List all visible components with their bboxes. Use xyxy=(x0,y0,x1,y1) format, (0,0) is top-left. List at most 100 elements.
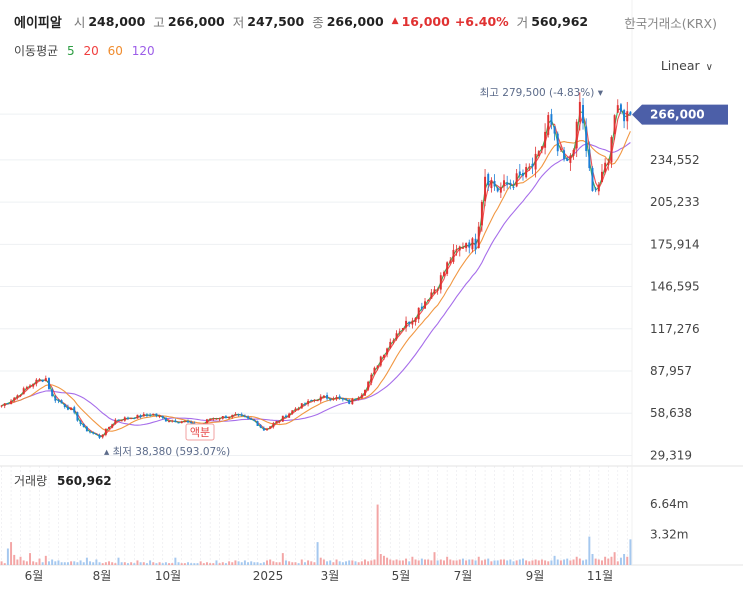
volume-bar xyxy=(518,559,521,565)
volume-bar xyxy=(582,560,584,565)
candle-body xyxy=(401,328,404,330)
candle-body xyxy=(443,272,445,276)
volume-bar xyxy=(629,539,632,565)
volume-bar xyxy=(155,563,158,565)
candle-body xyxy=(275,421,278,424)
candle-body xyxy=(550,114,553,125)
candle-body xyxy=(351,398,354,405)
volume-bar xyxy=(79,560,82,565)
volume-bar xyxy=(190,563,193,565)
candle-body xyxy=(528,166,531,168)
volume-bar xyxy=(578,558,581,565)
candle-body xyxy=(582,104,584,124)
volume-bar xyxy=(332,562,335,565)
volume-bar xyxy=(528,561,531,565)
candle-body xyxy=(247,416,250,419)
ma-20-label[interactable]: 20 xyxy=(83,44,99,58)
volume-bar xyxy=(149,560,152,565)
ma-5-label[interactable]: 5 xyxy=(67,44,75,58)
volume-bar xyxy=(285,560,287,565)
volume-bar xyxy=(275,562,278,565)
candle-body xyxy=(506,182,509,185)
volume-bar xyxy=(111,562,114,565)
split-badge-label: 액분 xyxy=(190,426,210,439)
volume-bar xyxy=(243,560,246,565)
candle-body xyxy=(310,400,313,402)
candle-body xyxy=(111,424,114,428)
volume-bar xyxy=(436,560,439,565)
candle-body xyxy=(57,399,60,401)
volume-bar xyxy=(76,562,79,565)
candle-body xyxy=(215,418,218,420)
candle-body xyxy=(76,412,79,421)
time-tick-label: 5월 xyxy=(392,569,411,583)
candle-body xyxy=(133,418,136,420)
candle-body xyxy=(168,421,171,423)
volume-bar xyxy=(607,558,610,565)
volume-bar xyxy=(455,560,458,565)
volume-bar xyxy=(509,559,512,565)
candle-body xyxy=(291,410,294,414)
open-value: 248,000 xyxy=(88,13,146,29)
volume-bar xyxy=(370,560,373,565)
volume-bar xyxy=(443,560,445,565)
candle-body xyxy=(145,414,148,416)
candle-body xyxy=(228,417,231,419)
volume-bar xyxy=(379,554,382,565)
volume-bar xyxy=(458,559,461,565)
candle-body xyxy=(597,184,600,192)
candle-body xyxy=(458,246,461,251)
volume-bar xyxy=(51,559,54,565)
candle-body xyxy=(177,422,180,424)
volume-bar xyxy=(199,561,202,565)
scale-dropdown[interactable]: Linear ∨ xyxy=(661,58,713,73)
volume-bar xyxy=(572,559,575,565)
candle-body xyxy=(585,126,588,152)
volume-bar xyxy=(626,556,629,565)
candle-body xyxy=(392,340,395,342)
volume-bar xyxy=(82,562,85,565)
candle-body xyxy=(405,320,408,328)
volume-bar xyxy=(556,559,559,565)
volume-bar xyxy=(180,563,183,565)
candle-body xyxy=(629,111,632,115)
volume-bar xyxy=(29,553,31,565)
ma-60-line xyxy=(1,131,631,432)
volume-bar xyxy=(266,560,268,565)
volume-bar xyxy=(303,562,306,565)
change-percent: +6.40% xyxy=(454,13,509,29)
candle-body xyxy=(509,182,512,185)
moving-average-legend[interactable]: 이동평균 5 20 60 120 xyxy=(14,42,160,59)
volume-bar xyxy=(307,560,310,565)
volume-bar xyxy=(92,562,95,565)
ma-120-label[interactable]: 120 xyxy=(131,44,155,58)
price-tick-label: 175,914 xyxy=(650,237,700,251)
volume-bar xyxy=(60,562,63,565)
volume-bar xyxy=(531,560,534,565)
candle-body xyxy=(496,187,499,192)
candle-body xyxy=(367,381,370,390)
volume-tick-label: 6.64m xyxy=(650,497,688,511)
volume-bar xyxy=(389,559,392,565)
volume-bar xyxy=(196,563,199,565)
candle-body xyxy=(452,249,455,262)
volume-bar xyxy=(613,552,616,565)
volume-bar xyxy=(588,536,591,565)
volume-bar xyxy=(108,561,110,565)
candle-body xyxy=(414,317,417,323)
candle-body xyxy=(503,180,505,186)
volume-bar xyxy=(433,552,436,565)
candle-body xyxy=(534,153,537,170)
ma-60-label[interactable]: 60 xyxy=(107,44,123,58)
volume-bar xyxy=(474,560,477,565)
candle-body xyxy=(13,397,16,401)
volume-bar xyxy=(237,561,240,565)
volume-bar xyxy=(341,562,344,565)
volume-bar xyxy=(209,563,212,565)
volume-bar xyxy=(623,554,626,565)
volume-bar xyxy=(193,563,196,565)
volume-bar xyxy=(386,557,389,565)
volume-bar xyxy=(465,560,468,565)
candle-body xyxy=(424,301,426,309)
